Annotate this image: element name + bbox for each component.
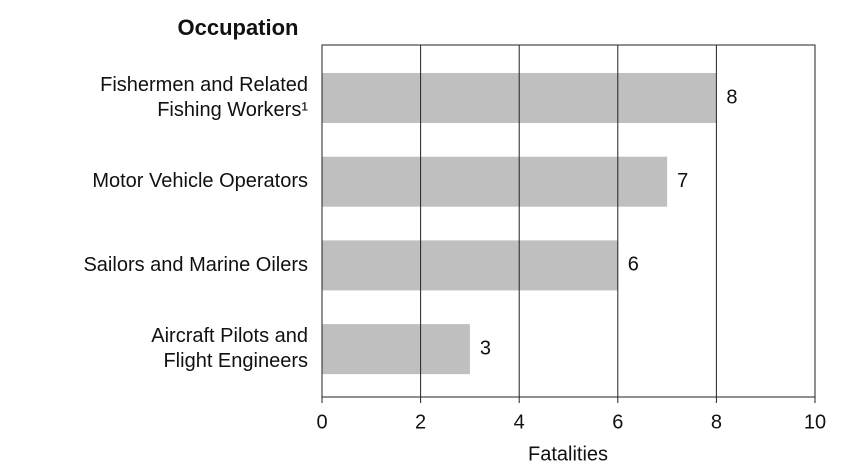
chart-title: Occupation [177,15,298,40]
x-tick-label: 10 [804,411,826,433]
y-tick-label-box: Sailors and Marine Oilers [83,253,308,276]
bar [322,240,618,291]
bar [322,324,470,375]
y-tick-label: Motor Vehicle Operators [92,170,308,193]
x-axis-label: Fatalities [528,443,608,465]
value-label: 6 [628,254,639,276]
plot-frame [321,44,816,398]
x-tick-label: 8 [711,411,722,433]
value-label: 3 [480,337,491,359]
bar [322,156,668,207]
x-tick-label: 2 [415,411,426,433]
x-tick-label: 4 [514,411,525,433]
y-tick-label-box: Motor Vehicle Operators [92,170,308,193]
value-label: 8 [726,86,737,108]
value-label: 7 [677,170,688,192]
y-tick-label: Aircraft Pilots and Flight Engineers [151,325,308,373]
y-tick-label: Fishermen and Related Fishing Workers¹ [100,74,308,121]
x-tick-label: 6 [612,411,623,433]
y-tick-label-box: Aircraft Pilots and Flight Engineers [151,325,308,373]
y-tick-label-box: Fishermen and Related Fishing Workers¹ [100,74,308,121]
x-tick-label: 0 [316,411,327,433]
y-tick-label: Sailors and Marine Oilers [83,253,308,276]
